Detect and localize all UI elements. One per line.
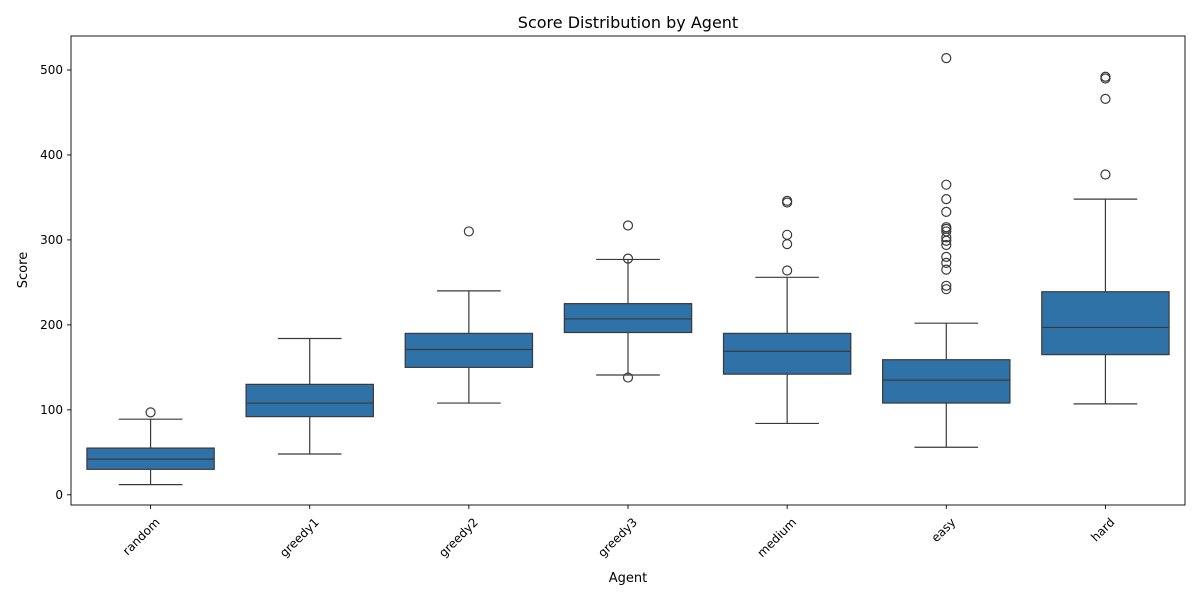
box-greedy1 [245,383,374,418]
x-tick-label-random: random [120,515,163,558]
outlier-point-hard [1100,71,1111,82]
outlier-point-easy [941,226,952,237]
box-greedy3 [563,303,693,334]
outlier-point-greedy3 [622,372,634,383]
outlier-point-easy [941,280,952,291]
y-tick-label: 200 [40,318,63,332]
box-hard [1041,291,1170,356]
outlier-point-easy [941,239,952,251]
chart-title: Score Distribution by Agent [518,13,738,32]
outlier-point-easy [941,251,952,263]
outlier-point-easy [941,179,952,190]
box-easy [882,359,1011,404]
y-tick-label: 300 [40,233,63,247]
x-tick-label-greedy3: greedy3 [595,515,640,560]
y-tick-label: 0 [55,488,63,502]
outlier-point-medium [782,195,793,206]
x-tick-label-medium: medium [754,515,799,560]
outlier-point-easy [941,222,952,233]
outlier-point-greedy2 [463,226,474,237]
outlier-point-easy [941,206,952,217]
x-tick-label-greedy1: greedy1 [277,515,322,560]
outlier-point-easy [941,194,952,205]
outlier-point-medium [782,229,793,240]
outlier-point-hard [1100,93,1111,104]
y-tick-label: 100 [40,403,63,417]
plot-area: 0 100 200 300 400 500 random greedy1 greedy2 gree… [40,35,1186,560]
outlier-point-medium [782,265,793,276]
y-axis-label: Score [16,252,31,288]
outlier-point-medium [782,239,793,250]
outlier-point-easy [941,264,952,275]
outlier-point-hard [1100,169,1111,180]
x-axis-label: Agent [609,571,647,586]
x-tick-label-hard: hard [1088,515,1117,544]
x-tick-label-greedy2: greedy2 [436,515,481,560]
y-tick-label: 500 [40,63,63,77]
box-greedy2 [404,332,534,368]
outlier-point-greedy3 [622,253,634,264]
outlier-point-random [145,407,156,418]
outlier-point-easy [941,257,952,268]
box-medium [722,332,852,375]
outlier-point-easy [941,52,952,64]
y-tick-label: 400 [40,148,63,162]
outlier-point-greedy3 [622,220,634,231]
x-tick-label-easy: easy [929,515,959,545]
outlier-point-easy [941,284,952,295]
